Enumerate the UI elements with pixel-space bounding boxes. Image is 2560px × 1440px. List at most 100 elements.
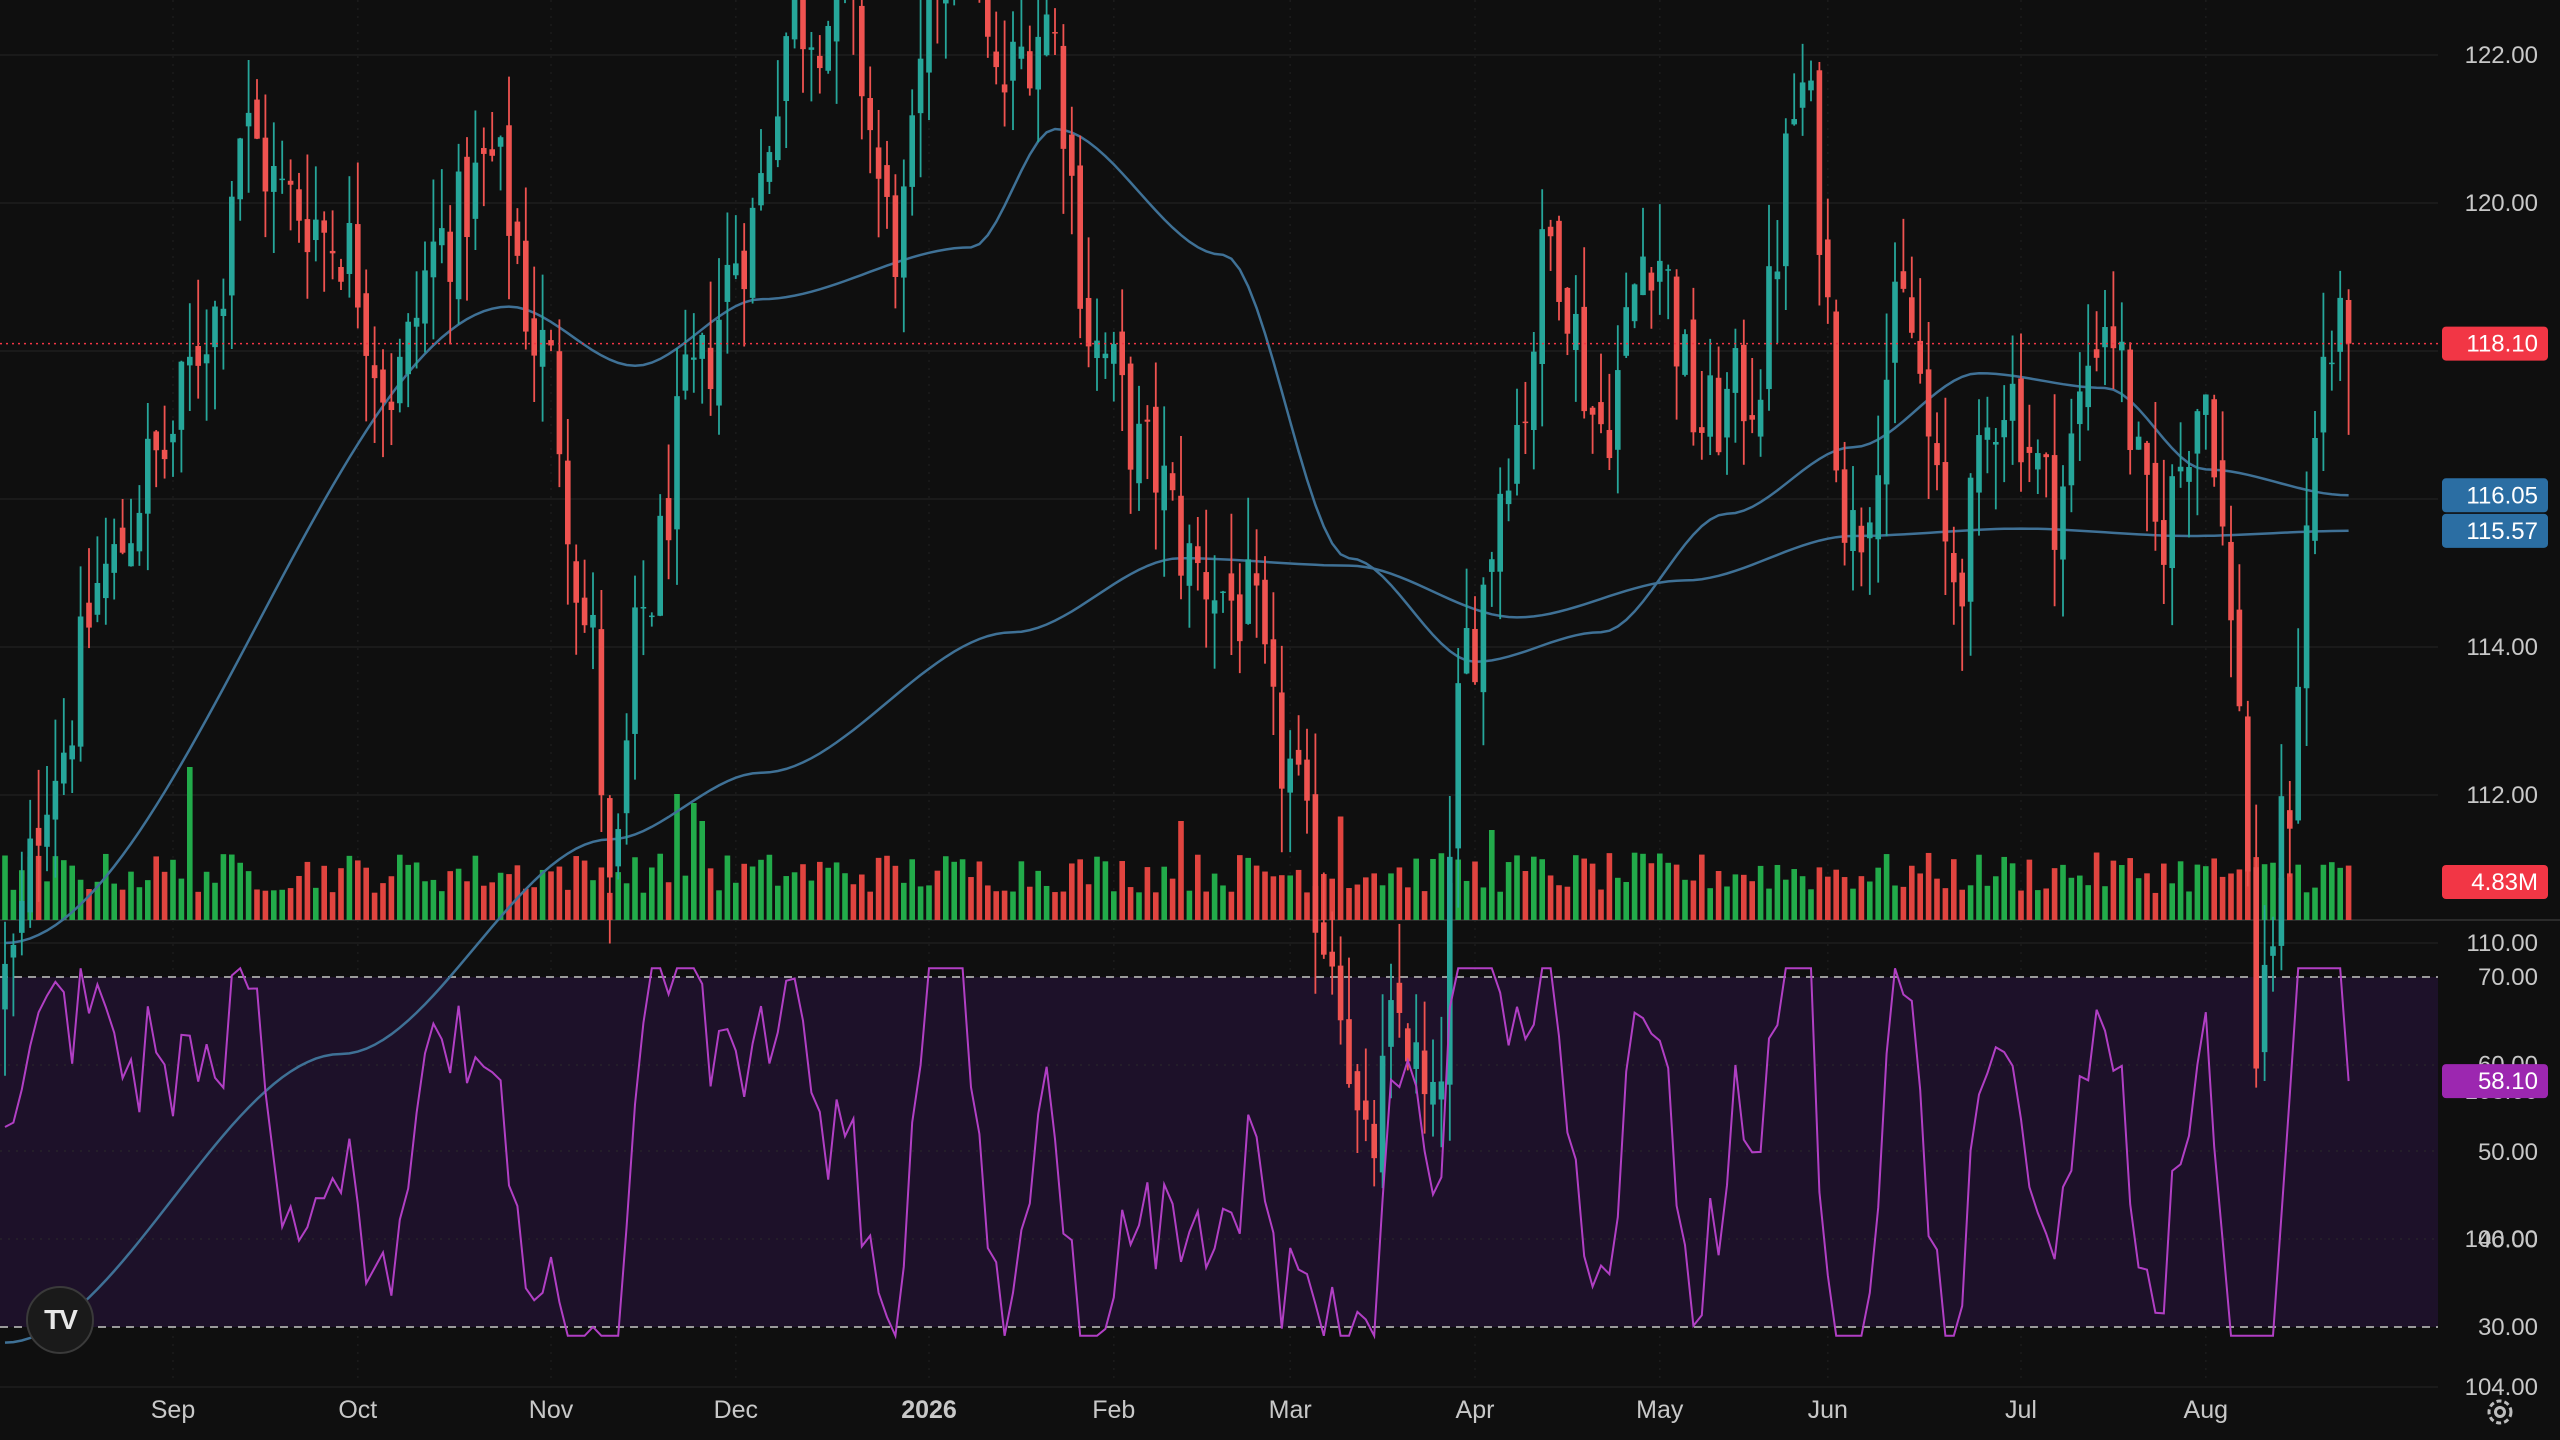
volume-bar	[985, 885, 991, 920]
volume-bar	[800, 864, 806, 920]
candle-body	[1984, 427, 1991, 440]
volume-bar	[2219, 876, 2226, 920]
volume-bar	[1371, 873, 1377, 920]
candle-body	[1321, 922, 1327, 955]
candle-body	[371, 365, 378, 379]
volume-bar	[1791, 869, 1797, 920]
axis-value-labels: 118.10 116.05 115.57 4.83M 58.10	[2442, 326, 2548, 1099]
candle-body	[1673, 276, 1680, 367]
volume-bar	[2295, 864, 2301, 920]
volume-bar	[691, 803, 697, 920]
candle-body	[363, 293, 369, 356]
rsi-tick-label: 30.00	[2478, 1314, 2538, 1341]
candle-body	[2152, 462, 2159, 522]
volume-bar	[2177, 861, 2184, 920]
volume-bar	[1858, 876, 1865, 920]
candle-body	[1203, 572, 1209, 600]
candle-body	[607, 798, 613, 878]
volume-bar	[1396, 867, 1403, 920]
candle-body	[1749, 415, 1755, 420]
candle-body	[1295, 749, 1302, 765]
tradingview-logo[interactable]: TV	[26, 1286, 94, 1354]
candle-body	[1094, 340, 1100, 359]
volume-bar	[1354, 884, 1361, 920]
volume-bar	[296, 875, 302, 920]
volume-bar	[2186, 891, 2192, 920]
volume-bar	[733, 882, 739, 920]
volume-bar	[1833, 869, 1839, 920]
candle-body	[1077, 165, 1083, 309]
volume-bar	[61, 860, 67, 920]
volume-bar	[1682, 879, 1688, 920]
candle-body	[2, 963, 8, 1010]
volume-bar	[413, 862, 420, 920]
volume-bar	[682, 875, 689, 920]
volume-bar	[1136, 892, 1142, 920]
candle-body	[2051, 455, 2058, 550]
candle-body	[1136, 423, 1142, 484]
volume-bar	[993, 891, 999, 920]
candle-body	[573, 561, 579, 603]
price-tick-label: 110.00	[2466, 930, 2538, 957]
volume-bar	[2068, 877, 2075, 920]
volume-bar	[657, 853, 663, 920]
candle-body	[1144, 419, 1151, 422]
volume-bar	[1673, 864, 1680, 920]
volume-bar	[1228, 891, 1235, 920]
candle-body	[119, 527, 126, 553]
time-tick-label: Apr	[1456, 1396, 1495, 1424]
time-axis[interactable]: Sep Oct Nov Dec 2026 Feb Mar Apr May Jun Jul Aug	[151, 1396, 2228, 1424]
candle-body	[346, 222, 353, 274]
volume-bar	[1010, 891, 1016, 920]
volume-bar	[1413, 858, 1419, 920]
candle-body	[581, 597, 588, 626]
candle-body	[2303, 525, 2310, 689]
moving-averages	[4, 127, 2349, 1344]
candle-body	[892, 195, 899, 277]
candle-body	[178, 361, 185, 430]
candle-body	[1967, 477, 1974, 602]
volume-bar	[1564, 886, 1571, 920]
volume-bar	[632, 857, 638, 920]
volume-bar	[1304, 892, 1310, 920]
candle-body	[1917, 340, 1923, 374]
volume-bar	[1363, 877, 1369, 920]
last-price-label-box	[2442, 326, 2548, 361]
candle-body	[1421, 1050, 1428, 1095]
volume-bar	[1337, 816, 1344, 920]
volume-bar	[2152, 892, 2159, 920]
volume-bar	[766, 854, 773, 920]
candle-body	[1329, 951, 1335, 967]
candle-body	[2211, 399, 2217, 478]
ma-short-label: 116.05	[2466, 482, 2538, 509]
volume-bar	[2085, 885, 2091, 920]
volume-bar	[2287, 873, 2293, 920]
volume-bar	[1077, 859, 1083, 920]
volume-bar	[2110, 860, 2117, 920]
volume-bar	[539, 869, 546, 920]
candle-body	[1648, 272, 1655, 291]
volume-bar	[1505, 862, 1512, 920]
candle-body	[926, 0, 932, 73]
volume-bar	[405, 864, 411, 920]
candle-body	[2119, 341, 2125, 351]
volume-bar	[145, 880, 151, 920]
candle-body	[649, 615, 655, 618]
volume-bar	[472, 855, 479, 920]
volume-bar	[237, 862, 243, 920]
gear-icon[interactable]	[2480, 1392, 2520, 1432]
candle-body	[565, 460, 571, 545]
volume-bar	[590, 880, 596, 920]
candle-body	[1489, 559, 1495, 572]
volume-bar	[481, 885, 487, 920]
volume-bar	[1665, 862, 1671, 920]
candle-body	[1589, 407, 1596, 415]
candle-body	[1455, 683, 1461, 849]
candle-body	[1287, 758, 1293, 793]
volume-bar	[548, 871, 554, 920]
candle-body	[1480, 584, 1487, 693]
volume-bar	[1867, 881, 1873, 920]
volume-bar	[77, 879, 84, 920]
